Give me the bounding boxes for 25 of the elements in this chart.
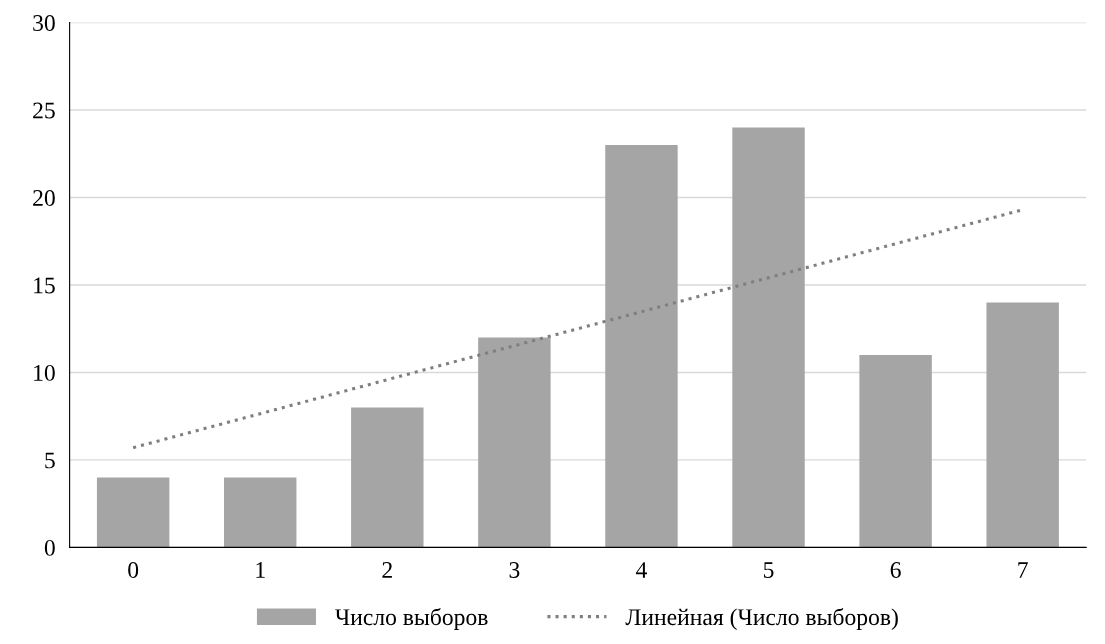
bar	[224, 477, 297, 548]
y-tick-label: 30	[33, 15, 55, 31]
y-tick-label: 25	[33, 102, 55, 119]
bar	[732, 127, 805, 548]
x-tick-label: 2	[382, 562, 392, 578]
x-tick-label: 4	[636, 562, 647, 578]
x-tick-label: 5	[764, 562, 774, 578]
x-tick-label: 1	[256, 562, 265, 578]
y-tick-label: 20	[33, 189, 55, 206]
x-tick-label: 7	[1018, 562, 1028, 578]
x-tick-label: 3	[509, 562, 520, 578]
x-tick-label: 6	[890, 562, 901, 578]
bar	[605, 145, 678, 548]
y-tick-label: 5	[45, 452, 55, 469]
bar	[478, 337, 551, 548]
bar	[859, 354, 932, 548]
bar	[351, 407, 424, 548]
legend-label: Число выборов	[335, 608, 488, 630]
bar	[96, 477, 170, 548]
bar	[986, 302, 1059, 548]
y-tick-label: 15	[34, 277, 55, 294]
y-tick-label: 0	[44, 539, 55, 556]
legend-label: Линейная (Число выборов)	[625, 608, 898, 630]
x-tick-label: 0	[128, 561, 139, 578]
y-tick-label: 10	[34, 364, 55, 381]
